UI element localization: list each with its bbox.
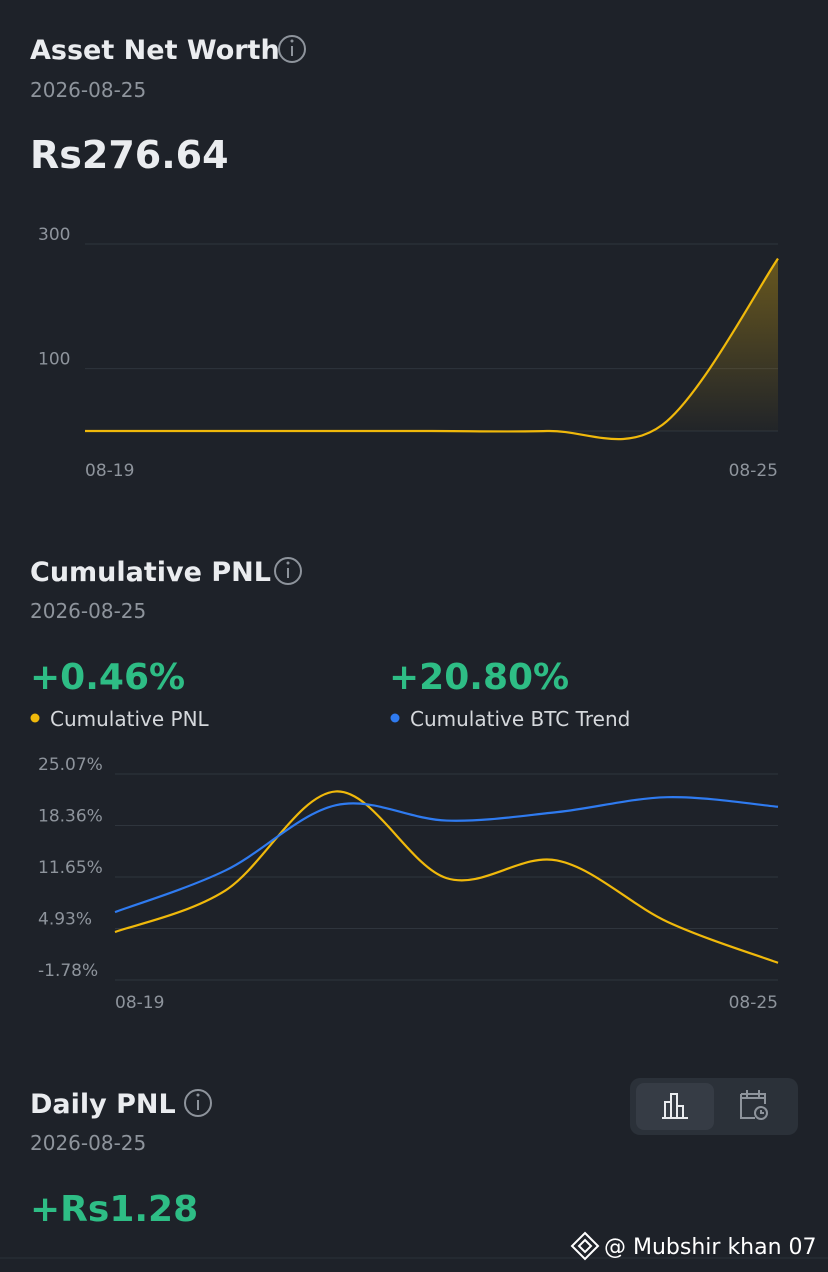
y-tick-label: -1.78% [38, 961, 98, 981]
date: 2026-08-25 [30, 78, 146, 102]
line [85, 257, 779, 441]
date: 2026-08-25 [30, 599, 146, 623]
watermark: @ Mubshir khan 07 [604, 1235, 817, 1260]
line [114, 796, 779, 914]
view-toggle [630, 1078, 798, 1135]
daily-pnl-value: +Rs1.28 [30, 1189, 198, 1230]
y-tick-label: 18.36% [38, 806, 103, 826]
x-tick-label: 08-19 [85, 461, 134, 481]
net-worth-value: Rs276.64 [30, 133, 229, 177]
section-title: Cumulative PNL [30, 557, 271, 588]
calendar-view-button[interactable] [740, 1090, 768, 1120]
y-tick-label: 100 [38, 350, 70, 370]
legend-dot [390, 713, 400, 723]
info-icon[interactable] [278, 35, 306, 63]
info-icon[interactable] [274, 557, 302, 585]
watermark-logo [570, 1231, 600, 1261]
legend-label: Cumulative BTC Trend [410, 707, 630, 731]
area [85, 258, 778, 440]
legend-label: Cumulative PNL [50, 707, 210, 731]
x-tick-label: 08-25 [729, 993, 778, 1013]
line [114, 790, 779, 964]
y-tick-label: 4.93% [38, 910, 92, 930]
btc-headline: +20.80% [389, 657, 569, 698]
y-tick-label: 300 [38, 225, 70, 245]
legend-dot [30, 713, 40, 723]
bar-view-button[interactable] [636, 1083, 714, 1130]
section-title: Asset Net Worth [30, 35, 280, 66]
pnl-headline: +0.46% [30, 657, 185, 698]
date: 2026-08-25 [30, 1131, 146, 1155]
info-icon[interactable] [184, 1089, 212, 1117]
x-tick-label: 08-25 [729, 461, 778, 481]
section-title: Daily PNL [30, 1089, 176, 1120]
y-tick-label: 25.07% [38, 755, 103, 775]
y-tick-label: 11.65% [38, 858, 103, 878]
x-tick-label: 08-19 [115, 993, 164, 1013]
